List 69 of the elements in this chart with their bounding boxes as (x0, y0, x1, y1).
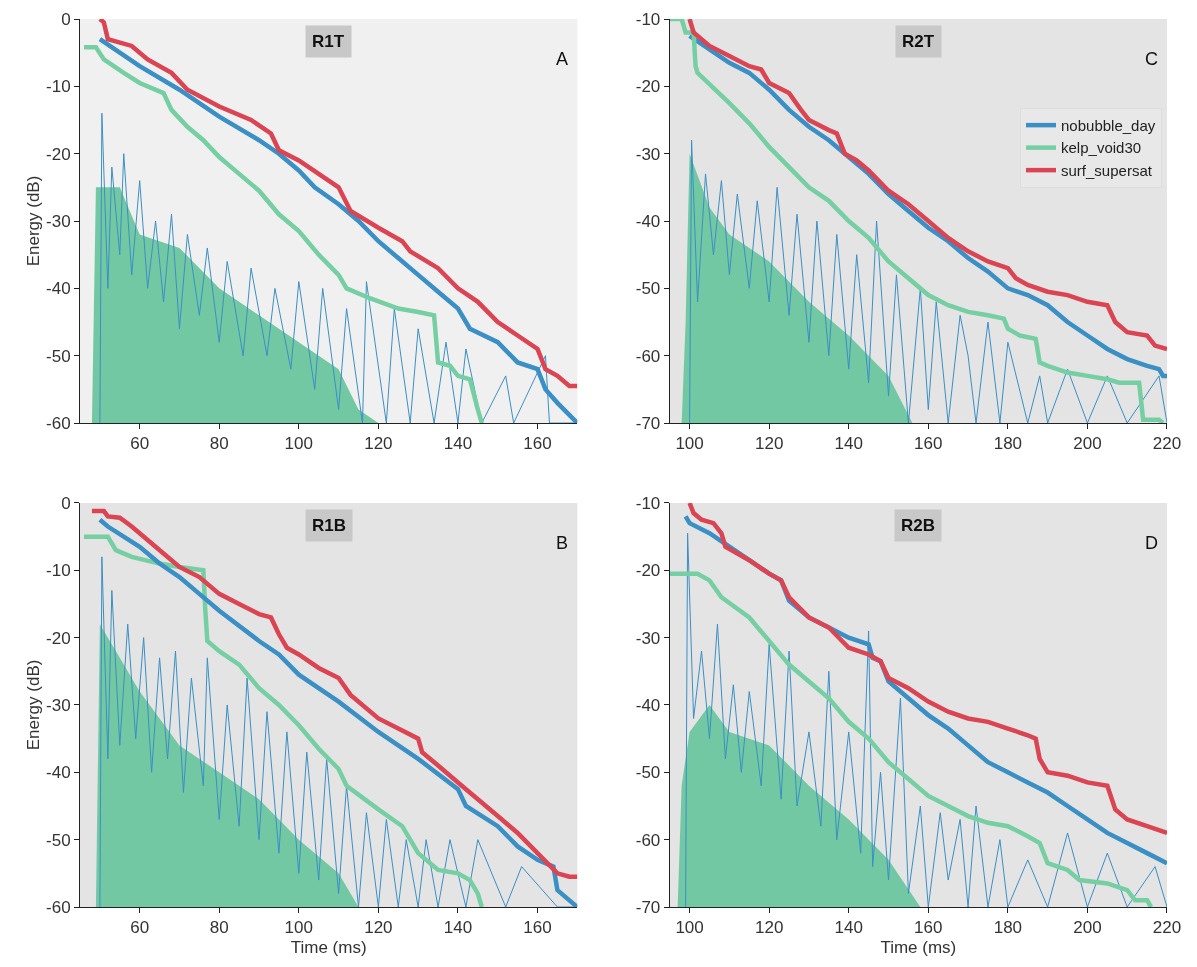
y-tick-label: -60 (46, 897, 71, 917)
y-tick-label: -30 (635, 628, 661, 648)
x-tick-label: 100 (675, 434, 704, 454)
y-tick-label: 0 (61, 9, 71, 29)
x-tick-label: 140 (834, 434, 863, 454)
x-tick-label: 140 (443, 918, 473, 938)
x-tick-label: 160 (523, 434, 552, 454)
annotation: D (1145, 533, 1158, 553)
x-tick-label: 120 (364, 434, 393, 454)
y-tick-label: -10 (46, 77, 71, 97)
y-tick-label: -30 (635, 144, 661, 164)
annotation: C (1145, 49, 1158, 69)
x-tick-label: 60 (130, 918, 150, 938)
y-tick-label: -70 (635, 897, 661, 917)
legend-label: nobubble_day (1061, 116, 1156, 134)
y-tick-label: -60 (635, 830, 661, 850)
y-tick-label: -50 (46, 830, 71, 850)
x-tick-label: 220 (1152, 434, 1182, 454)
y-tick-label: 0 (61, 493, 71, 513)
x-tick-label: 160 (914, 434, 943, 454)
y-tick-label: -40 (635, 211, 661, 231)
x-tick-label: 160 (523, 918, 552, 938)
legend-label: surf_supersat (1061, 161, 1153, 179)
x-tick-label: 120 (754, 918, 784, 938)
x-tick-label: 140 (443, 434, 473, 454)
y-tick-label: -30 (46, 695, 71, 715)
y-tick-label: -60 (46, 413, 71, 433)
y-tick-label: -20 (635, 561, 661, 581)
y-tick-label: -40 (46, 763, 71, 783)
y-tick-label: -10 (635, 9, 661, 29)
text: R1T (312, 32, 345, 51)
y-tick-label: -40 (635, 695, 661, 715)
annotation: B (556, 533, 569, 553)
y-tick-label: -50 (46, 346, 71, 366)
y-tick-label: -20 (635, 77, 661, 97)
y-axis-title: Energy (dB) (23, 659, 43, 751)
y-tick-label: -10 (46, 561, 71, 581)
text: R2T (902, 32, 935, 51)
y-tick-label: -20 (46, 628, 71, 648)
x-tick-label: 100 (284, 918, 313, 938)
x-tick-label: 220 (1152, 918, 1182, 938)
x-tick-label: 180 (993, 434, 1023, 454)
x-tick-label: 120 (754, 434, 784, 454)
y-axis-title: Energy (dB) (23, 175, 43, 267)
x-tick-label: 80 (209, 434, 229, 454)
y-tick-label: -50 (635, 279, 661, 299)
annotation: A (556, 49, 569, 69)
legend-label: kelp_void30 (1061, 139, 1142, 157)
x-axis-title: Time (ms) (290, 937, 367, 957)
x-tick-label: 160 (914, 918, 943, 938)
x-tick-label: 140 (834, 918, 863, 938)
x-tick-label: 100 (284, 434, 313, 454)
x-tick-label: 100 (675, 918, 704, 938)
y-tick-label: -20 (46, 144, 71, 164)
x-axis-title: Time (ms) (880, 937, 957, 957)
y-tick-label: -30 (46, 211, 71, 231)
x-tick-label: 200 (1073, 434, 1102, 454)
x-tick-label: 120 (364, 918, 393, 938)
x-tick-label: 60 (130, 434, 150, 454)
text: R1B (312, 516, 347, 535)
y-tick-label: -60 (635, 346, 661, 366)
x-tick-label: 80 (209, 918, 229, 938)
y-tick-label: -50 (635, 763, 661, 783)
text: R2B (901, 516, 936, 535)
y-tick-label: -40 (46, 279, 71, 299)
x-tick-label: 200 (1073, 918, 1102, 938)
y-tick-label: -70 (635, 413, 661, 433)
x-tick-label: 180 (993, 918, 1023, 938)
y-tick-label: -10 (635, 493, 661, 513)
